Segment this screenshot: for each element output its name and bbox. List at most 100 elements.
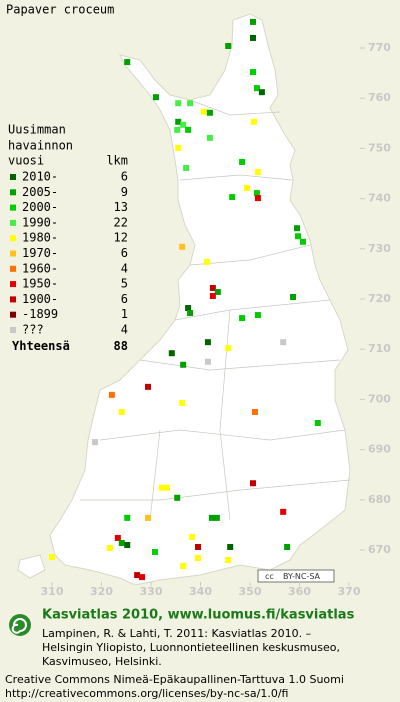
observation bbox=[49, 554, 55, 561]
observation bbox=[174, 494, 181, 501]
observation bbox=[249, 18, 256, 25]
legend-label: 2000- bbox=[22, 200, 58, 214]
legend-col-head: lkm bbox=[106, 154, 128, 168]
observation bbox=[254, 168, 261, 175]
badge-icon: cc bbox=[265, 572, 274, 581]
legend-swatch bbox=[10, 204, 16, 211]
observation bbox=[92, 439, 99, 446]
observation bbox=[280, 508, 287, 515]
citation: Kasvimuseo, Helsinki. bbox=[42, 655, 162, 668]
logo bbox=[9, 614, 31, 636]
y-tick-label: 720 bbox=[368, 292, 391, 305]
y-tick-label: 670 bbox=[368, 543, 391, 556]
legend-count: 1 bbox=[121, 307, 128, 321]
legend-heading: Uusimman bbox=[8, 123, 66, 137]
legend-col-head: vuosi bbox=[8, 154, 44, 168]
observation bbox=[229, 194, 236, 201]
observation bbox=[253, 190, 260, 197]
x-tick-label: 310 bbox=[41, 585, 64, 598]
observation bbox=[195, 543, 202, 550]
observation bbox=[250, 118, 257, 125]
observation bbox=[225, 345, 232, 352]
observation bbox=[187, 310, 194, 317]
observation bbox=[124, 514, 131, 521]
legend-label: 1900- bbox=[22, 292, 58, 306]
y-tick-label: 770 bbox=[368, 41, 391, 54]
observation bbox=[124, 59, 131, 66]
legend-swatch bbox=[10, 174, 16, 180]
observation bbox=[183, 164, 190, 171]
observation bbox=[214, 288, 221, 295]
legend-count: 4 bbox=[121, 323, 128, 337]
x-tick-label: 350 bbox=[239, 585, 262, 598]
y-tick-label: 700 bbox=[368, 392, 391, 405]
legend-label: 1960- bbox=[22, 261, 58, 275]
legend-count: 6 bbox=[121, 292, 128, 306]
legend-label: 1950- bbox=[22, 277, 58, 291]
y-tick-label: 760 bbox=[368, 91, 391, 104]
legend-count: 13 bbox=[114, 200, 128, 214]
observation bbox=[284, 543, 291, 550]
legend-count: 5 bbox=[121, 277, 128, 291]
y-tick-label: 740 bbox=[368, 192, 391, 205]
x-tick-label: 340 bbox=[189, 585, 212, 598]
legend-swatch bbox=[10, 281, 16, 288]
observation bbox=[139, 574, 146, 581]
legend-swatch bbox=[10, 189, 16, 196]
observation bbox=[258, 89, 265, 96]
legend-count: 6 bbox=[121, 170, 128, 184]
legend-swatch bbox=[10, 311, 16, 318]
legend-count: 22 bbox=[114, 215, 128, 229]
y-tick-label: 690 bbox=[368, 443, 391, 456]
x-tick-label: 360 bbox=[288, 585, 311, 598]
legend-heading: havainnon bbox=[8, 139, 73, 153]
observation bbox=[254, 195, 261, 202]
observation bbox=[213, 514, 220, 521]
observation bbox=[294, 225, 301, 232]
legend-swatch bbox=[10, 265, 16, 272]
legend-label: 1970- bbox=[22, 246, 58, 260]
islands bbox=[17, 554, 46, 579]
observation bbox=[185, 305, 192, 312]
observation bbox=[134, 572, 141, 579]
observation bbox=[225, 557, 232, 564]
observation bbox=[187, 100, 194, 107]
license-badge bbox=[257, 569, 335, 583]
observation bbox=[175, 144, 182, 151]
y-tick-label: 710 bbox=[368, 342, 391, 355]
legend-label: 2005- bbox=[22, 185, 58, 199]
observation bbox=[253, 85, 260, 92]
observation bbox=[118, 539, 125, 546]
total-label: Yhteensä bbox=[12, 339, 70, 353]
observation bbox=[251, 408, 258, 415]
observation bbox=[225, 42, 232, 49]
observation bbox=[206, 134, 213, 141]
observation bbox=[174, 126, 181, 133]
observation bbox=[239, 315, 246, 322]
observation bbox=[175, 100, 182, 107]
y-tick-label: 680 bbox=[368, 493, 391, 506]
x-tick-label: 320 bbox=[90, 585, 113, 598]
observation bbox=[180, 121, 187, 128]
observation bbox=[179, 243, 186, 250]
observation bbox=[249, 34, 256, 41]
observation bbox=[151, 549, 158, 556]
observation bbox=[227, 543, 234, 550]
region-borders bbox=[80, 99, 351, 521]
observation bbox=[314, 419, 321, 426]
license-url: http://creativecommons.org/licenses/by-n… bbox=[5, 687, 288, 700]
legend-count: 12 bbox=[114, 231, 128, 245]
observation bbox=[204, 358, 211, 365]
observation bbox=[158, 484, 165, 491]
legend-swatch bbox=[10, 296, 16, 303]
observation bbox=[206, 109, 213, 116]
total-count: 88 bbox=[114, 339, 128, 353]
legend-count: 9 bbox=[121, 185, 128, 199]
observation bbox=[295, 233, 302, 240]
observation bbox=[200, 108, 207, 115]
observation bbox=[209, 292, 216, 299]
citation: Helsingin Yliopisto, Luonnontieteellinen… bbox=[42, 641, 340, 654]
legend-label: 1990- bbox=[22, 215, 58, 229]
citation: Lampinen, R. & Lahti, T. 2011: Kasviatla… bbox=[42, 627, 311, 640]
